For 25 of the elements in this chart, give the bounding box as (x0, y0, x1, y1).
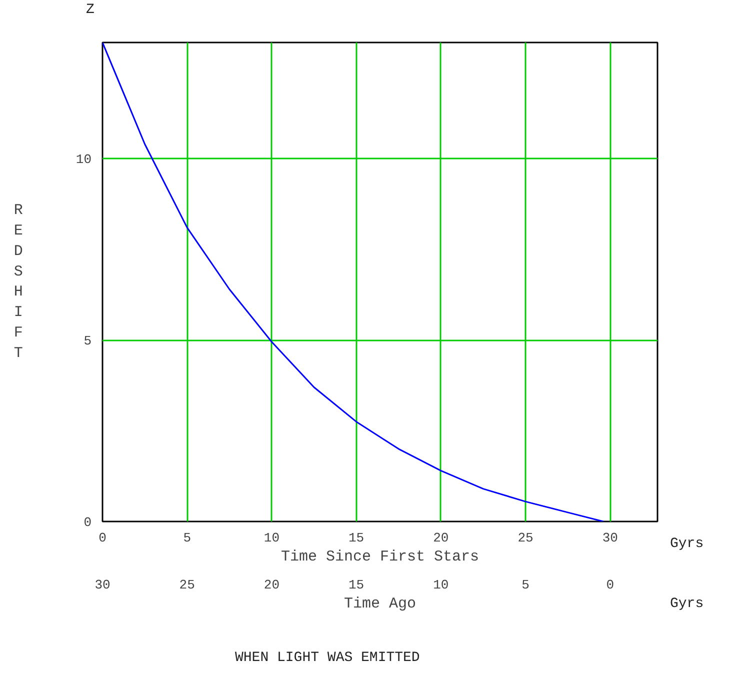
x-tick-label: 25 (518, 530, 534, 546)
x-tick-label: 30 (602, 530, 618, 546)
text: Gyrs (670, 535, 704, 554)
x-tick-label: 20 (433, 530, 449, 546)
x2-tick-label: 0 (606, 578, 614, 592)
x2-tick-label: 10 (433, 578, 449, 592)
x-tick-label: 0 (98, 530, 106, 546)
x-tick-label: 10 (264, 530, 280, 546)
y-tick-label: 10 (76, 152, 92, 168)
y-axis-title: REDSHIFT (14, 202, 23, 362)
x2-axis-title: Time Ago (344, 596, 416, 612)
x2-tick-label: 25 (179, 578, 195, 592)
x2-tick-label: 20 (264, 578, 280, 592)
x-tick-label: 15 (348, 530, 364, 546)
text: Gyrs (670, 595, 704, 614)
text: Z (86, 1, 94, 20)
x2-tick-label: 30 (94, 578, 110, 592)
x-axis-title: Time Since First Stars (280, 548, 480, 566)
x-tick-label: 5 (183, 530, 192, 546)
text: WHEN LIGHT WAS EMITTED (235, 649, 420, 668)
line-series (102, 42, 604, 522)
x2-tick-label: 15 (348, 578, 364, 592)
y-tick-label: 0 (84, 515, 92, 530)
y-tick-label: 5 (84, 334, 92, 349)
x2-tick-label: 5 (522, 578, 530, 592)
